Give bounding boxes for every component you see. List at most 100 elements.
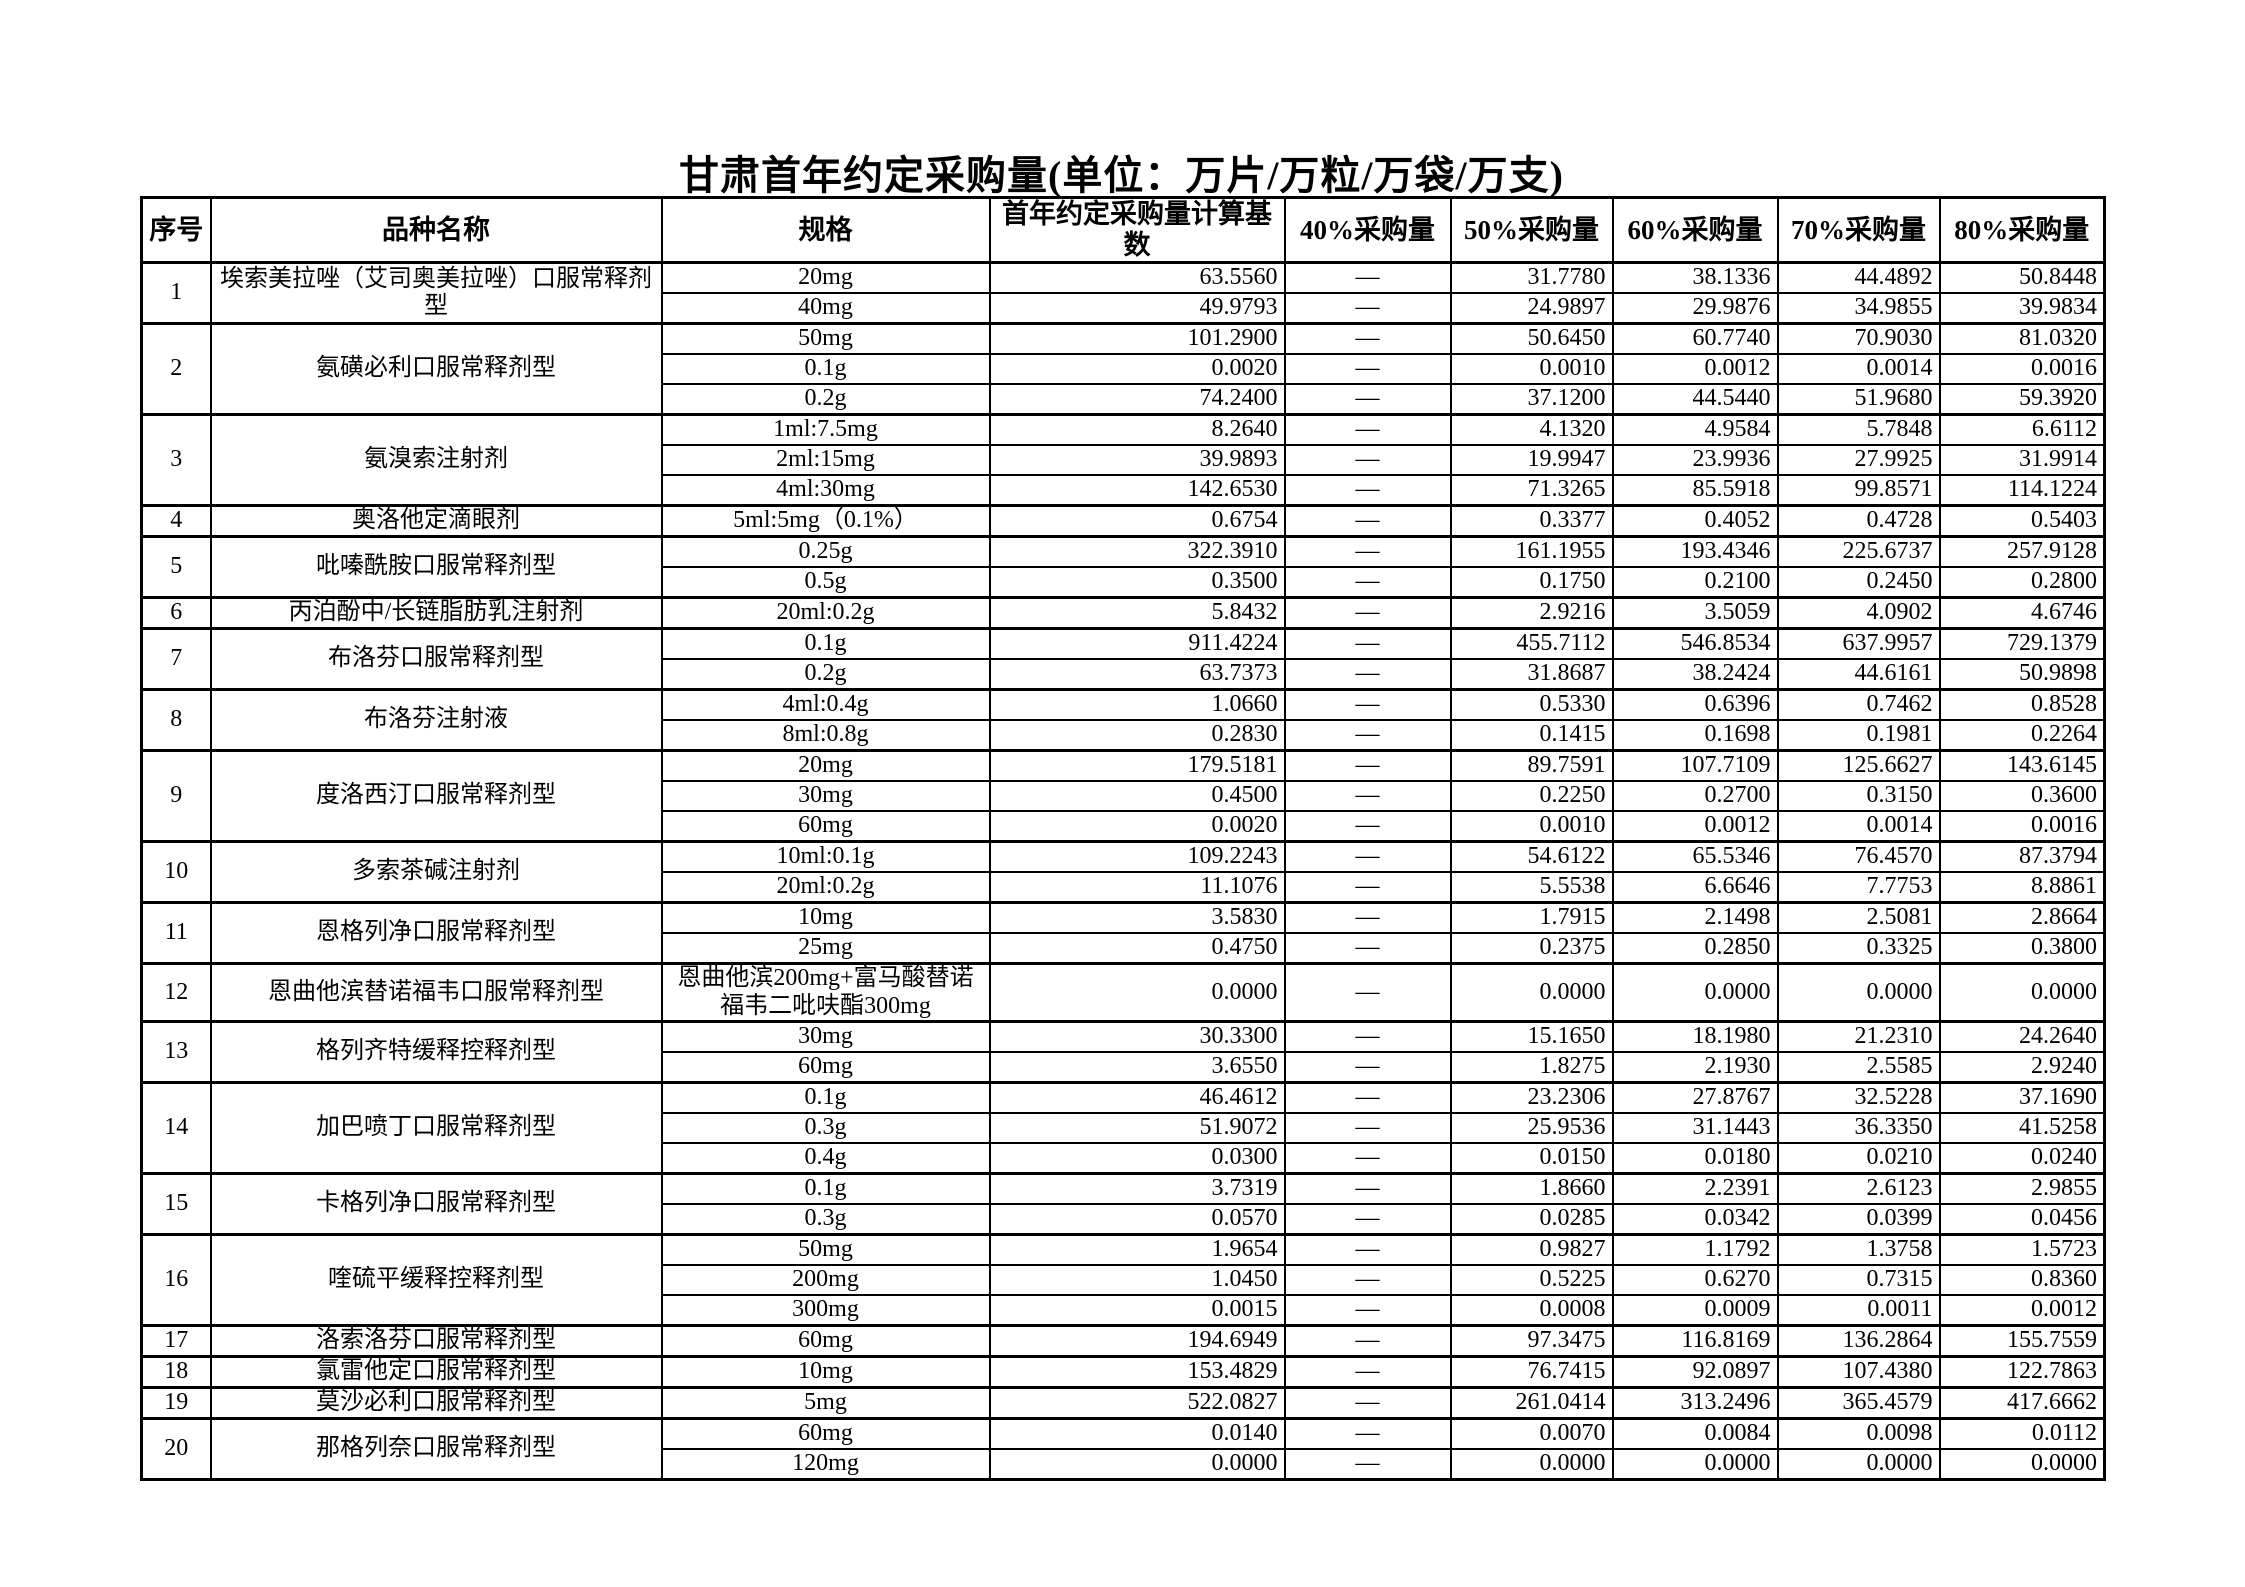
pct70-cell: 637.9957: [1776, 627, 1941, 661]
pct40-cell: —: [1283, 810, 1452, 843]
pct60-cell: 0.4052: [1611, 504, 1779, 538]
pct80-cell: 4.6746: [1938, 596, 2106, 630]
table-row: 15 卡格列净口服常释剂型 0.1g 3.7319—1.8660 2.2391 2.612…: [140, 1172, 2106, 1236]
pct50-cell: 0.2375: [1449, 932, 1614, 965]
row-no-cell: 9: [140, 749, 212, 843]
pct60-cell: 18.1980: [1611, 1020, 1779, 1054]
spec-cell: 30mg: [660, 780, 991, 813]
pct70-cell: 365.4579: [1776, 1386, 1941, 1420]
spec-cell: 200mg: [660, 1264, 991, 1297]
spec-cell: 10mg: [660, 901, 991, 935]
pct40-cell: —: [1283, 1051, 1452, 1084]
pct40-cell: —: [1283, 658, 1452, 691]
pct50-cell: 5.5538: [1449, 871, 1614, 904]
table-body: 1 埃索美拉唑（艾司奥美拉唑）口服常释剂型 20mg 63.5560—31.7780 3…: [140, 261, 2106, 1481]
base-cell: 142.6530: [988, 474, 1286, 507]
pct80-cell: 87.3794: [1938, 840, 2106, 874]
pct70-cell: 0.0098: [1776, 1417, 1941, 1451]
table-row: 3 氨溴索注射剂 1ml:7.5mg 8.2640—4.1320 4.9584 5.784…: [140, 413, 2106, 507]
pct40-cell: —: [1283, 535, 1452, 569]
pct40-cell: —: [1283, 444, 1452, 477]
pct60-cell: 27.8767: [1611, 1081, 1779, 1115]
pct80-cell: 41.5258: [1938, 1112, 2106, 1145]
pct40-cell: —: [1283, 1324, 1452, 1358]
pct50-cell: 0.1415: [1449, 719, 1614, 752]
pct80-cell: 0.8528: [1938, 688, 2106, 722]
pct40-cell: —: [1283, 292, 1452, 325]
spec-cell: 20mg: [660, 749, 991, 783]
pct80-cell: 0.2800: [1938, 566, 2106, 599]
pct60-cell: 0.2850: [1611, 932, 1779, 965]
base-cell: 46.4612: [988, 1081, 1286, 1115]
pct50-cell: 0.0070: [1449, 1417, 1614, 1451]
pct40-cell: —: [1283, 962, 1452, 1023]
pct50-cell: 0.0000: [1449, 1448, 1614, 1481]
spec-cell: 20mg: [660, 261, 991, 295]
pct80-cell: 81.0320: [1938, 322, 2106, 356]
pct40-cell: —: [1283, 1081, 1452, 1115]
row-no-cell: 6: [140, 596, 212, 630]
pct60-cell: 31.1443: [1611, 1112, 1779, 1145]
pct80-cell: 2.8664: [1938, 901, 2106, 935]
pct50-cell: 54.6122: [1449, 840, 1614, 874]
table-row: 17 洛索洛芬口服常释剂型 60mg 194.6949—97.3475 116.8169…: [140, 1324, 2106, 1358]
pct70-cell: 107.4380: [1776, 1355, 1941, 1389]
spec-cell: 5mg: [660, 1386, 991, 1420]
pct70-cell: 36.3350: [1776, 1112, 1941, 1145]
product-name-cell: 布洛芬注射液: [209, 688, 663, 752]
pct60-cell: 0.0012: [1611, 353, 1779, 386]
column-header-80pct: 80%采购量: [1938, 196, 2106, 265]
spec-cell: 60mg: [660, 1417, 991, 1451]
pct60-cell: 0.6396: [1611, 688, 1779, 722]
table-row: 2 氨磺必利口服常释剂型 50mg 101.2900—50.6450 60.7740 70…: [140, 322, 2106, 416]
table-row: 0.5g 0.3500—0.1750 0.2100 0.2450 0.2800: [142, 566, 2106, 599]
pct60-cell: 0.0180: [1611, 1142, 1779, 1175]
pct70-cell: 44.4892: [1776, 261, 1941, 295]
pct40-cell: —: [1283, 1020, 1452, 1054]
pct80-cell: 50.8448: [1938, 261, 2106, 295]
spec-cell: 0.3g: [660, 1112, 991, 1145]
pct50-cell: 76.7415: [1449, 1355, 1614, 1389]
spec-cell: 4ml:0.4g: [660, 688, 991, 722]
pct60-cell: 38.2424: [1611, 658, 1779, 691]
pct80-cell: 2.9855: [1938, 1172, 2106, 1206]
product-name-cell: 卡格列净口服常释剂型: [209, 1172, 663, 1236]
pct40-cell: —: [1283, 840, 1452, 874]
pct40-cell: —: [1283, 1112, 1452, 1145]
pct80-cell: 122.7863: [1938, 1355, 2106, 1389]
base-cell: 194.6949: [988, 1324, 1286, 1358]
pct60-cell: 116.8169: [1611, 1324, 1779, 1358]
product-name-cell: 氨溴索注射剂: [209, 413, 663, 507]
pct60-cell: 0.0012: [1611, 810, 1779, 843]
pct60-cell: 0.0000: [1611, 1448, 1779, 1481]
spec-cell: 0.3g: [660, 1203, 991, 1236]
base-cell: 322.3910: [988, 535, 1286, 569]
pct40-cell: —: [1283, 719, 1452, 752]
base-cell: 522.0827: [988, 1386, 1286, 1420]
row-no-cell: 4: [140, 504, 212, 538]
pct80-cell: 8.8861: [1938, 871, 2106, 904]
pct60-cell: 2.2391: [1611, 1172, 1779, 1206]
base-cell: 0.0140: [988, 1417, 1286, 1451]
pct40-cell: —: [1283, 901, 1452, 935]
pct80-cell: 0.8360: [1938, 1264, 2106, 1297]
base-cell: 3.5830: [988, 901, 1286, 935]
pct40-cell: —: [1283, 1142, 1452, 1175]
pct80-cell: 31.9914: [1938, 444, 2106, 477]
pct50-cell: 4.1320: [1449, 413, 1614, 447]
pct50-cell: 0.9827: [1449, 1233, 1614, 1267]
pct40-cell: —: [1283, 322, 1452, 356]
spec-cell: 0.2g: [660, 658, 991, 691]
pct60-cell: 2.1930: [1611, 1051, 1779, 1084]
pct40-cell: —: [1283, 1386, 1452, 1420]
table-row: 2ml:15mg 39.9893—19.9947 23.9936 27.9925 31.…: [142, 444, 2106, 477]
pct40-cell: —: [1283, 1448, 1452, 1481]
row-no-cell: 14: [140, 1081, 212, 1175]
pct80-cell: 50.9898: [1938, 658, 2106, 691]
pct80-cell: 37.1690: [1938, 1081, 2106, 1115]
pct50-cell: 25.9536: [1449, 1112, 1614, 1145]
base-cell: 0.6754: [988, 504, 1286, 538]
base-cell: 63.5560: [988, 261, 1286, 295]
table-row: 120mg 0.0000—0.0000 0.0000 0.0000 0.0000: [142, 1448, 2106, 1481]
row-no-cell: 12: [140, 962, 212, 1023]
